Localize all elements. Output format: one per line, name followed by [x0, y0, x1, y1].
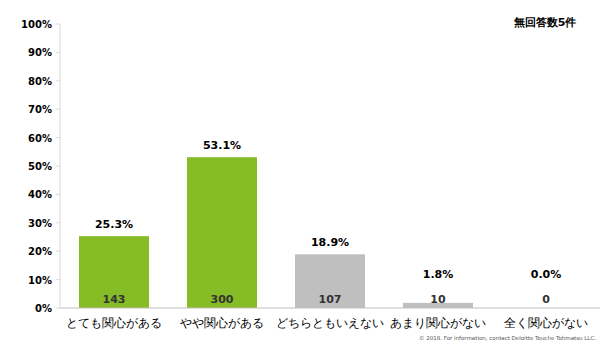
y-tick	[56, 24, 60, 25]
y-tick	[56, 308, 60, 309]
x-tick-label: 全く関心がない	[504, 316, 588, 330]
chart-svg: 0% 10% 20% 30% 40% 50% 60% 70% 80% 90% 100% 25.3% 14…	[0, 0, 600, 344]
data-label: 53.1%	[203, 139, 241, 152]
data-label: 1.8%	[423, 268, 454, 281]
y-tick	[56, 137, 60, 138]
y-tick	[56, 194, 60, 195]
x-tick-label: あまり関心がない	[390, 316, 486, 330]
count-label: 0	[542, 293, 550, 306]
annotation: 無回答数5件	[513, 16, 577, 29]
data-label: 0.0%	[531, 268, 562, 281]
y-tick-label: 0%	[35, 303, 52, 314]
count-label: 143	[103, 293, 126, 306]
y-tick-label: 60%	[28, 133, 52, 144]
y-tick-label: 90%	[28, 47, 52, 58]
y-tick	[56, 166, 60, 167]
y-tick-label: 40%	[28, 189, 52, 200]
bar	[187, 157, 257, 308]
y-tick	[56, 279, 60, 280]
bar	[295, 254, 365, 308]
y-tick	[56, 80, 60, 81]
count-label: 10	[430, 293, 446, 306]
bars	[79, 157, 473, 308]
y-tick	[56, 222, 60, 223]
x-tick-label: どちらともいえない	[276, 316, 384, 330]
y-tick-label: 10%	[28, 275, 52, 286]
y-tick	[56, 251, 60, 252]
y-tick-label: 50%	[28, 161, 52, 172]
chart-container: 0% 10% 20% 30% 40% 50% 60% 70% 80% 90% 100% 25.3% 14…	[0, 0, 600, 344]
y-tick	[56, 109, 60, 110]
y-tick-label: 30%	[28, 218, 52, 229]
x-tick-label: やや関心がある	[180, 316, 264, 330]
y-tick-label: 80%	[28, 76, 52, 87]
x-tick-label: とても関心がある	[66, 316, 162, 330]
y-tick-label: 20%	[28, 246, 52, 257]
y-tick	[56, 52, 60, 53]
labels: 25.3% 143 53.1% 300 18.9% 107 1.8% 10 0.0% 0	[95, 139, 561, 306]
data-label: 25.3%	[95, 218, 133, 231]
y-tick-label: 100%	[21, 19, 52, 30]
y-tick-label: 70%	[28, 104, 52, 115]
copyright: © 2018. For information, contact Deloitt…	[419, 335, 596, 341]
count-label: 107	[319, 293, 342, 306]
data-label: 18.9%	[311, 236, 349, 249]
x-axis-line	[60, 308, 600, 309]
count-label: 300	[211, 293, 234, 306]
bar	[79, 236, 149, 308]
